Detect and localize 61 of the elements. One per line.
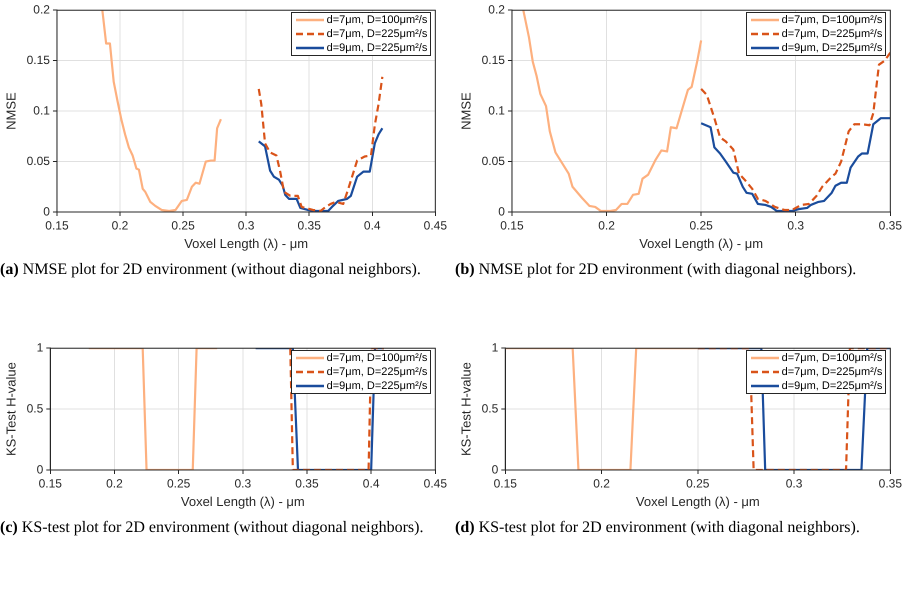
text: (b) NMSE plot for 2D environment (with diagonal neighbors). (455, 260, 858, 280)
y-tick-label: 0.05 (26, 154, 50, 168)
legend-label: d=9μm, D=225μm²/s (326, 379, 428, 394)
y-tick-label: 0.15 (482, 52, 506, 67)
x-tick-label: 0.3 (234, 476, 252, 491)
x-axis-title: Voxel Length (λ) - μm (180, 494, 305, 509)
x-tick-label: 0.35 (295, 476, 319, 491)
y-tick-label: 0.5 (26, 401, 44, 416)
y-tick-label: 0 (43, 204, 50, 218)
y-axis-title: KS-Test H-value (458, 362, 474, 456)
y-tick-label: 0.1 (33, 103, 50, 118)
y-tick-label: 0.5 (482, 401, 499, 416)
y-axis-title: NMSE (458, 92, 474, 130)
legend-label: d=7μm, D=100μm²/s (782, 13, 882, 28)
x-tick-label: 0.25 (171, 218, 196, 233)
x-tick-label: 0.35 (878, 476, 902, 491)
legend-label: d=7μm, D=100μm²/s (326, 351, 428, 366)
x-tick-label: 0.25 (689, 218, 714, 233)
legend-label: d=9μm, D=225μm²/s (782, 379, 882, 394)
x-axis-title: Voxel Length (λ) - μm (639, 236, 764, 251)
x-tick-label: 0.2 (106, 476, 124, 491)
x-tick-label: 0.2 (598, 218, 616, 233)
legend-label: d=7μm, D=225μm²/s (326, 27, 428, 42)
x-tick-label: 0.45 (424, 476, 448, 491)
y-axis-title: NMSE (3, 92, 18, 130)
y-tick-label: 0 (36, 462, 44, 476)
y-tick-label: 0.15 (26, 52, 50, 67)
legend-label: d=7μm, D=225μm²/s (326, 365, 428, 380)
y-tick-label: 1 (36, 340, 44, 355)
y-tick-label: 0.1 (488, 103, 506, 118)
x-axis-title: Voxel Length (λ) - μm (636, 494, 760, 509)
x-tick-label: 0.3 (238, 218, 255, 233)
x-tick-label: 0.45 (424, 218, 448, 233)
y-tick-label: 0.2 (33, 2, 50, 17)
legend-label: d=7μm, D=225μm²/s (782, 27, 882, 42)
x-tick-label: 0.25 (686, 476, 710, 491)
x-tick-label: 0.25 (166, 476, 191, 491)
x-tick-label: 0.2 (112, 218, 129, 233)
legend-label: d=7μm, D=225μm²/s (782, 365, 882, 380)
y-tick-label: 0 (498, 204, 506, 218)
legend-label: d=7μm, D=100μm²/s (326, 13, 428, 28)
text: (a) NMSE plot for 2D environment (without diagonal neighbors). (0, 260, 422, 280)
y-tick-label: 0.05 (482, 154, 506, 168)
y-tick-label: 1 (492, 340, 499, 355)
x-tick-label: 0.3 (787, 218, 804, 233)
legend-label: d=7μm, D=100μm²/s (782, 351, 882, 366)
x-tick-label: 0.35 (878, 218, 902, 233)
text: (c) KS-test plot for 2D environment (without diagonal neighbors). (0, 518, 424, 538)
y-tick-label: 0 (492, 462, 499, 476)
line-series (258, 76, 384, 212)
x-axis-title: Voxel Length (λ) - μm (184, 236, 308, 251)
y-axis-title: KS-Test H-value (3, 362, 18, 456)
legend-label: d=9μm, D=225μm²/s (326, 41, 428, 56)
y-tick-label: 0.2 (488, 2, 506, 17)
x-tick-label: 0.4 (362, 476, 380, 491)
x-tick-label: 0.35 (298, 218, 322, 233)
text: (d) KS-test plot for 2D environment (with diagonal neighbors). (455, 518, 861, 538)
legend-label: d=9μm, D=225μm²/s (782, 41, 882, 56)
x-tick-label: 0.2 (593, 476, 610, 491)
x-tick-label: 0.3 (786, 476, 803, 491)
x-tick-label: 0.4 (364, 218, 381, 233)
